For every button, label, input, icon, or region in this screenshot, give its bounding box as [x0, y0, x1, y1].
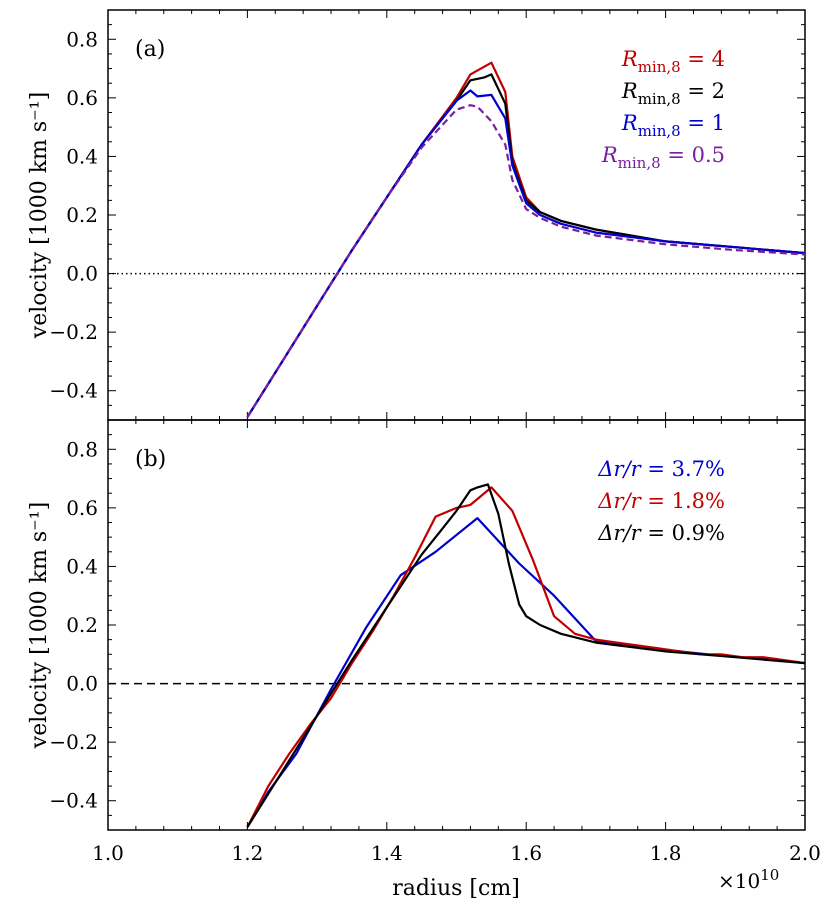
- y-tick-label: −0.4: [49, 379, 98, 403]
- y-tick-label: 0.8: [66, 437, 98, 461]
- y-tick-label: 0.0: [66, 672, 98, 696]
- legend-symbol: R: [601, 143, 618, 167]
- panel-b-series: [246, 483, 805, 828]
- x-tick-label: 1.0: [92, 841, 124, 865]
- x-tick-label: 1.6: [510, 841, 542, 865]
- panel-a-series: [246, 61, 805, 418]
- y-tick-label: 0.4: [66, 554, 98, 578]
- legend-value: = 1.8%: [641, 489, 725, 513]
- x-tick-label: 1.8: [650, 841, 682, 865]
- y-tick-label: 0.2: [66, 203, 98, 227]
- x-exponent-base: ×10: [718, 869, 760, 893]
- legend-entry: Δr/r = 0.9%: [597, 521, 725, 545]
- series-line-4: [246, 104, 805, 418]
- panel-b-legend: Δr/r = 3.7%Δr/r = 1.8%Δr/r = 0.9%: [597, 457, 725, 545]
- legend-subscript: min,8: [638, 58, 681, 76]
- legend-symbol: R: [621, 111, 638, 135]
- legend-value: = 2: [681, 79, 725, 103]
- y-tick-label: 0.8: [66, 27, 98, 51]
- panel-b-ticks: −0.4 −0.2 0.0 0.2 0.4 0.6 0.8: [49, 419, 806, 831]
- x-tick-labels: 1.0 1.2 1.4 1.6 1.8 2.0: [92, 841, 821, 865]
- legend-value: = 3.7%: [641, 457, 725, 481]
- legend-subscript: min,8: [638, 122, 681, 140]
- y-tick-label: 0.2: [66, 613, 98, 637]
- panel-b-ylabel: velocity [1000 km s⁻¹]: [27, 502, 52, 749]
- y-tick-label: 0.6: [66, 496, 98, 520]
- panel-a-label: (a): [135, 37, 165, 62]
- series-line-3: [246, 483, 805, 828]
- x-tick-label: 1.2: [231, 841, 263, 865]
- series-line-1: [246, 516, 805, 828]
- legend-value: = 4: [681, 47, 725, 71]
- x-exponent-power: 10: [760, 866, 779, 884]
- panel-a-ticks: −0.4 −0.2 0.0 0.2 0.4 0.6 0.8: [49, 9, 806, 421]
- legend-entry: Rmin,8 = 4: [621, 47, 725, 76]
- panel-b: −0.4−0.20.00.20.40.60.8 (b) Δr/r = 3.7%Δ…: [27, 419, 806, 831]
- legend-symbol: Δr/r: [597, 457, 642, 481]
- legend-entry: Rmin,8 = 2: [621, 79, 725, 108]
- legend-entry: Rmin,8 = 1: [621, 111, 725, 140]
- y-tick-label: −0.2: [49, 730, 98, 754]
- panel-a-frame: [107, 9, 806, 421]
- x-axis-label: radius [cm]: [392, 876, 520, 901]
- series-line-3: [246, 89, 805, 418]
- legend-symbol: R: [621, 47, 638, 71]
- legend-subscript: min,8: [638, 90, 681, 108]
- legend-entry: Δr/r = 3.7%: [597, 457, 725, 481]
- y-tick-label: 0.4: [66, 144, 98, 168]
- legend-entry: Rmin,8 = 0.5: [601, 143, 725, 172]
- legend-entry: Δr/r = 1.8%: [597, 489, 725, 513]
- x-tick-label: 2.0: [789, 841, 821, 865]
- y-tick-label: −0.2: [49, 320, 98, 344]
- legend-value: = 1: [681, 111, 725, 135]
- y-tick-label: 0.0: [66, 262, 98, 286]
- legend-symbol: Δr/r: [597, 489, 642, 513]
- x-exponent-label: ×1010: [718, 866, 779, 893]
- panel-b-frame: [107, 419, 806, 831]
- legend-subscript: min,8: [618, 154, 661, 172]
- panel-b-label: (b): [135, 447, 166, 472]
- y-tick-label: −0.4: [49, 789, 98, 813]
- legend-symbol: R: [621, 79, 638, 103]
- panel-a: −0.4−0.20.00.20.40.60.8 (a) Rmin,8 = 4Rm…: [27, 9, 806, 421]
- y-tick-label: 0.6: [66, 86, 98, 110]
- x-tick-label: 1.4: [371, 841, 403, 865]
- legend-value: = 0.5: [661, 143, 725, 167]
- legend-symbol: Δr/r: [597, 521, 642, 545]
- legend-value: = 0.9%: [641, 521, 725, 545]
- panel-a-ylabel: velocity [1000 km s⁻¹]: [27, 92, 52, 339]
